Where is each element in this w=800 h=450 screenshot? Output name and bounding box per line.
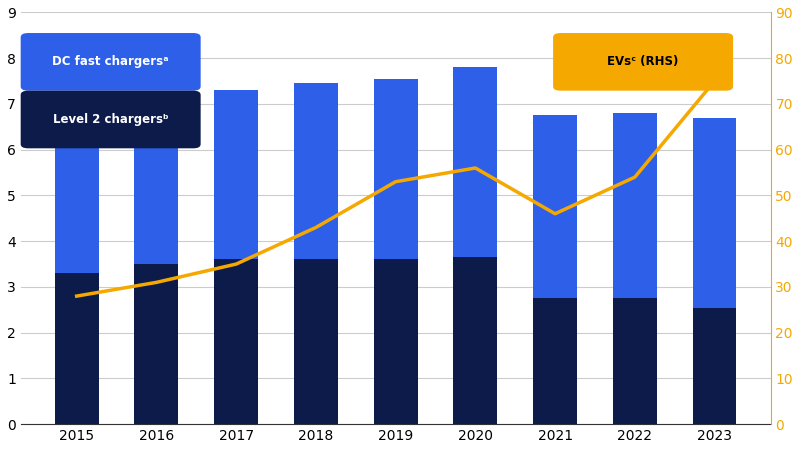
- Bar: [613, 298, 657, 424]
- FancyBboxPatch shape: [553, 33, 733, 91]
- FancyBboxPatch shape: [21, 91, 201, 148]
- Bar: [134, 264, 178, 424]
- Bar: [214, 260, 258, 424]
- Text: EVsᶜ (RHS): EVsᶜ (RHS): [607, 55, 678, 68]
- Bar: [54, 273, 98, 424]
- Text: DC fast chargersᵃ: DC fast chargersᵃ: [53, 55, 169, 68]
- Bar: [54, 127, 98, 273]
- Text: Level 2 chargersᵇ: Level 2 chargersᵇ: [53, 113, 169, 126]
- Bar: [374, 260, 418, 424]
- Bar: [454, 257, 498, 424]
- Bar: [294, 83, 338, 260]
- Bar: [693, 307, 737, 424]
- Bar: [533, 115, 577, 298]
- Bar: [214, 90, 258, 260]
- Bar: [454, 68, 498, 257]
- Bar: [134, 104, 178, 264]
- Bar: [533, 298, 577, 424]
- Bar: [374, 79, 418, 260]
- Bar: [613, 113, 657, 298]
- Bar: [693, 117, 737, 307]
- Bar: [294, 260, 338, 424]
- FancyBboxPatch shape: [21, 33, 201, 91]
